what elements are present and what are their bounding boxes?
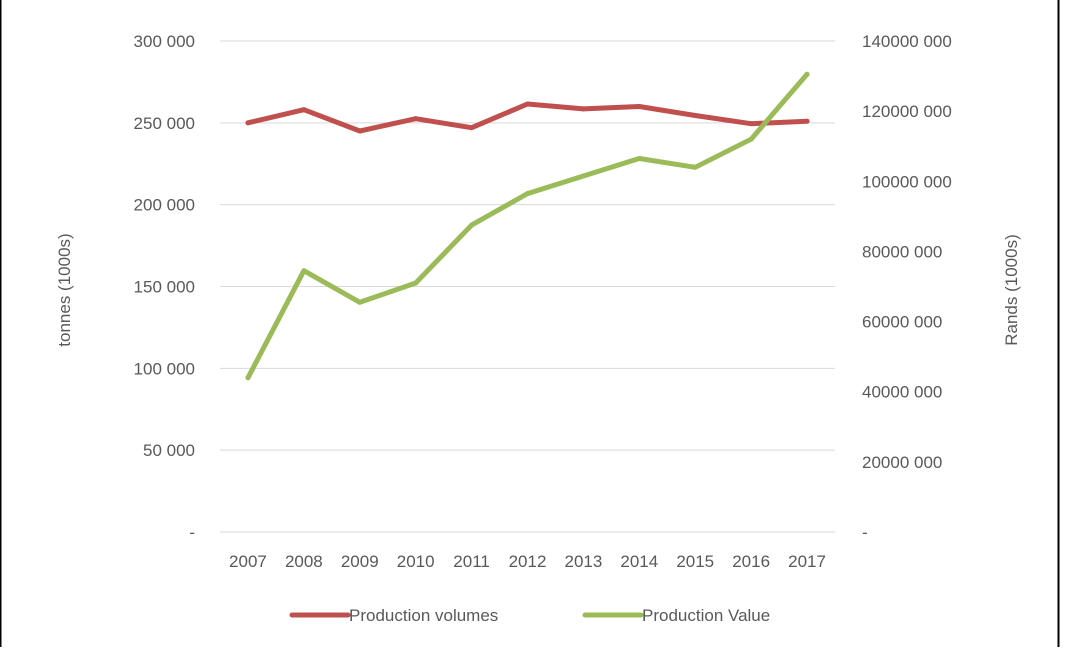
y2-axis-title: Rands (1000s) xyxy=(1002,234,1021,346)
x-tick-label: 2011 xyxy=(453,552,490,571)
y-tick-label: 200 000 xyxy=(134,196,195,215)
data-point xyxy=(469,222,475,228)
data-point xyxy=(692,164,698,170)
x-tick-label: 2014 xyxy=(620,552,658,571)
x-tick-label: 2015 xyxy=(676,552,714,571)
y-tick-label: 150 000 xyxy=(134,278,195,297)
x-tick-label: 2008 xyxy=(285,552,323,571)
data-point xyxy=(357,299,363,305)
y2-tick-label: - xyxy=(862,523,868,542)
data-point xyxy=(245,120,251,126)
left-axis-ticks: - 50 000 100 000 150 000 200 000 250 000 300 0… xyxy=(134,32,195,542)
gridlines xyxy=(220,40,835,533)
data-point xyxy=(245,375,251,381)
y2-tick-label: 60000 000 xyxy=(862,313,942,332)
legend-label: Production volumes xyxy=(349,606,498,625)
data-point xyxy=(301,268,307,274)
x-tick-label: 2009 xyxy=(341,552,379,571)
y-tick-label: - xyxy=(189,523,195,542)
series-lines xyxy=(245,71,810,381)
data-point xyxy=(748,136,754,142)
x-tick-label: 2013 xyxy=(564,552,602,571)
data-point xyxy=(692,112,698,118)
y-tick-label: 50 000 xyxy=(143,441,195,460)
y2-tick-label: 40000 000 xyxy=(862,383,942,402)
y-tick-label: 300 000 xyxy=(134,32,195,51)
data-point xyxy=(804,118,810,124)
x-tick-label: 2017 xyxy=(788,552,826,571)
x-tick-label: 2010 xyxy=(397,552,435,571)
legend: Production volumes Production Value xyxy=(289,606,770,625)
y-tick-label: 250 000 xyxy=(134,114,195,133)
y2-tick-label: 140000 000 xyxy=(862,32,952,51)
x-tick-label: 2007 xyxy=(229,552,267,571)
x-axis-ticks: 2007 2008 2009 2010 2011 2012 2013 2014 2015 2016… xyxy=(229,552,826,571)
legend-label: Production Value xyxy=(642,606,770,625)
y-tick-label: 100 000 xyxy=(134,359,195,378)
data-point xyxy=(525,101,530,107)
data-point xyxy=(804,71,810,77)
y-axis-title: tonnes (1000s) xyxy=(55,233,74,346)
y2-tick-label: 100000 000 xyxy=(862,172,952,191)
data-point xyxy=(469,125,475,131)
data-point xyxy=(636,155,642,161)
y2-tick-label: 20000 000 xyxy=(862,453,942,472)
y2-tick-label: 120000 000 xyxy=(862,102,952,121)
data-point xyxy=(525,191,530,197)
y2-tick-label: 80000 000 xyxy=(862,242,942,261)
x-tick-label: 2016 xyxy=(732,552,770,571)
x-tick-label: 2012 xyxy=(509,552,547,571)
data-point xyxy=(301,107,307,113)
data-point xyxy=(413,116,419,122)
data-point xyxy=(636,103,642,109)
data-point xyxy=(413,280,419,286)
right-axis-ticks: - 20000 000 40000 000 60000 000 80000 000 100… xyxy=(862,32,952,542)
data-point xyxy=(580,106,586,112)
data-point xyxy=(580,173,586,179)
data-point xyxy=(748,121,754,127)
data-point xyxy=(357,128,363,134)
